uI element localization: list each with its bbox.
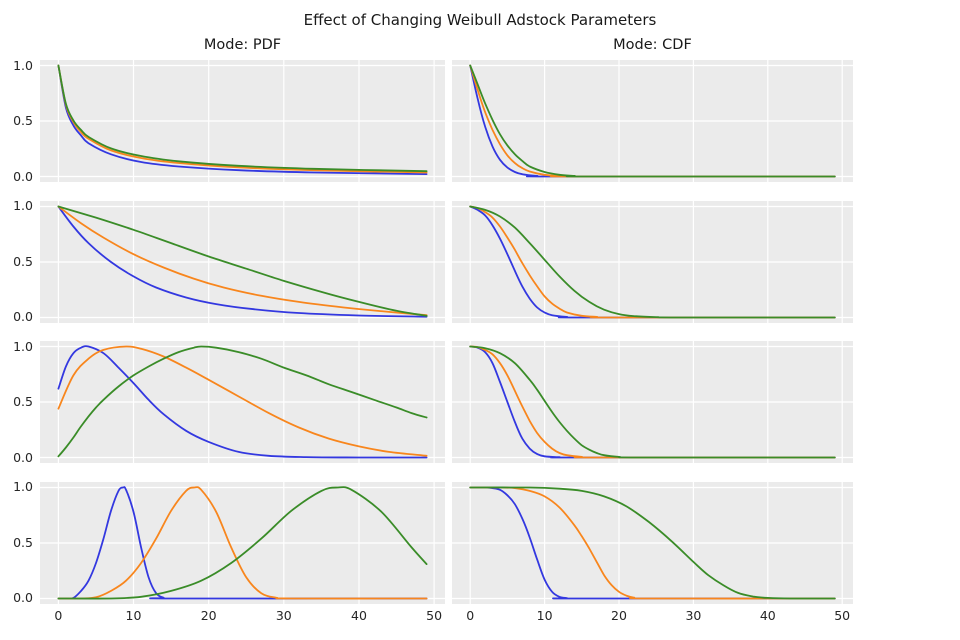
- subplot-row1-pdf: [40, 60, 445, 182]
- curve-green: [57, 485, 428, 599]
- x-tick-label: 10: [125, 607, 142, 623]
- subplot-row2-cdf: [452, 200, 853, 323]
- subplot-canvas: [452, 341, 853, 463]
- y-tick-label: 0.5: [13, 394, 33, 409]
- y-tick-label: 0.5: [13, 253, 33, 269]
- curve-orange: [469, 486, 836, 599]
- subplot-row4-pdf: [40, 481, 445, 604]
- y-tick-label: 0.5: [13, 113, 33, 128]
- curve-orange: [57, 485, 428, 599]
- x-tick-label: 0: [54, 607, 63, 623]
- curve-green: [57, 345, 428, 458]
- figure-title: Effect of Changing Weibull Adstock Param…: [303, 11, 657, 29]
- x-tick-label: 40: [759, 607, 776, 623]
- y-tick-label: 0.0: [13, 168, 33, 184]
- curve-orange: [57, 205, 428, 316]
- x-tick-label: 30: [685, 607, 702, 623]
- curve-blue: [469, 486, 836, 599]
- curve-green: [469, 64, 836, 178]
- y-tick-label: 0.0: [13, 590, 33, 605]
- y-tick-label: 1.0: [13, 57, 33, 73]
- subplot-row3-cdf: [452, 341, 853, 463]
- curve-blue: [469, 205, 836, 318]
- y-tick-label: 1.0: [13, 198, 33, 213]
- curve-green: [57, 64, 428, 173]
- curve-green: [469, 345, 836, 459]
- y-tick-label: 1.0: [13, 338, 33, 354]
- x-tick-label: 0: [466, 607, 475, 623]
- curve-orange: [57, 64, 428, 174]
- curve-green: [469, 205, 836, 318]
- curve-blue: [57, 205, 428, 318]
- subplot-row2-pdf: [40, 200, 445, 323]
- curve-blue: [57, 485, 428, 600]
- curve-orange: [57, 345, 428, 457]
- subplot-row3-pdf: [40, 341, 445, 463]
- column-title-cdf: Mode: CDF: [613, 37, 692, 53]
- curve-blue: [469, 345, 836, 459]
- y-tick-label: 1.0: [13, 479, 33, 494]
- x-tick-label: 20: [200, 607, 217, 623]
- subplot-row1-cdf: [452, 60, 853, 182]
- x-tick-label: 30: [275, 607, 292, 623]
- curve-green: [469, 486, 836, 599]
- subplot-canvas: [40, 341, 445, 463]
- x-tick-label: 40: [351, 607, 367, 623]
- curve-orange: [469, 345, 836, 459]
- subplot-canvas: [452, 200, 853, 323]
- curve-green: [57, 205, 428, 317]
- column-title-pdf: Mode: PDF: [203, 37, 282, 53]
- y-tick-label: 0.0: [13, 449, 33, 465]
- subplot-canvas: [40, 60, 445, 182]
- curve-blue: [57, 345, 428, 459]
- subplot-row4-cdf: [452, 481, 853, 604]
- subplot-canvas: [452, 60, 853, 182]
- y-tick-label: 0.5: [13, 534, 33, 550]
- subplot-canvas: [40, 481, 445, 604]
- subplot-canvas: [452, 481, 853, 604]
- x-tick-label: 50: [426, 607, 443, 623]
- y-tick-label: 0.0: [13, 309, 33, 324]
- curve-blue: [57, 64, 428, 175]
- x-tick-label: 50: [834, 607, 851, 623]
- curve-orange: [469, 205, 836, 318]
- x-tick-label: 10: [536, 607, 553, 623]
- x-tick-label: 20: [611, 607, 627, 623]
- curve-orange: [469, 64, 836, 178]
- subplot-canvas: [40, 200, 445, 323]
